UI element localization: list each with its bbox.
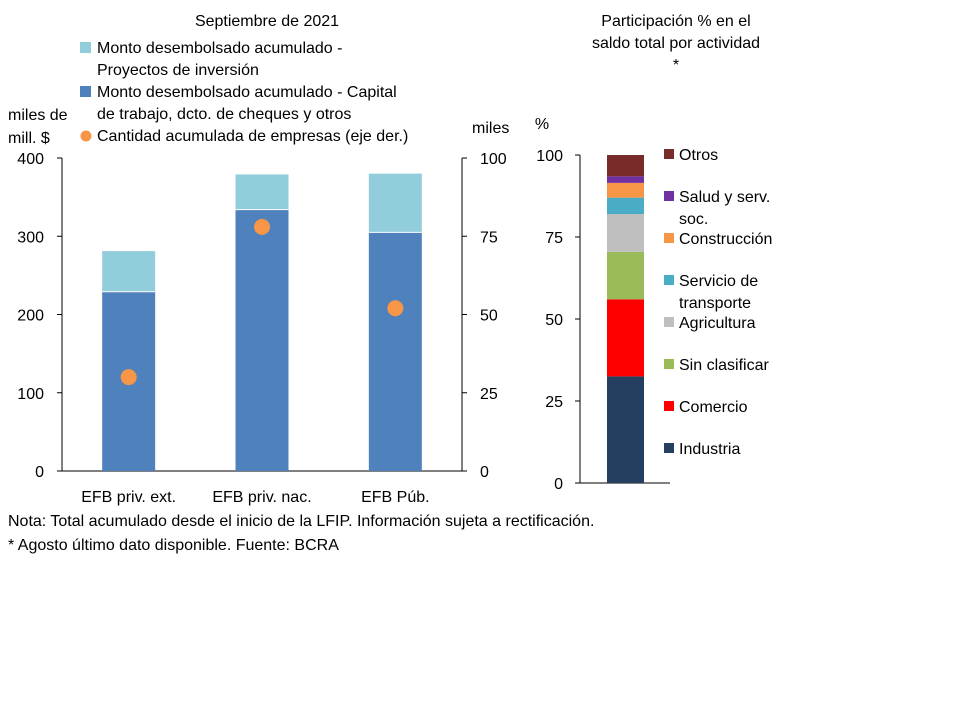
- left-y-tick-label: 100: [17, 386, 44, 403]
- pct-legend-label-3-1: transporte: [679, 295, 751, 312]
- left-y-axis-title-1: mill. $: [8, 130, 50, 147]
- x-tick-label-1: EFB priv. nac.: [212, 489, 311, 506]
- pct-legend-label-3-0: Servicio de: [679, 273, 758, 290]
- legend-label-1-0: Monto desembolsado acumulado - Capital: [97, 84, 397, 101]
- left-y-tick-label: 0: [35, 464, 44, 481]
- pct-legend-marker-7: [664, 443, 674, 453]
- footnote-nota: Nota: Total acumulado desde el inicio de…: [8, 513, 595, 530]
- right-chart-title-1: saldo total por actividad: [592, 35, 760, 52]
- legend-label-0-1: Proyectos de inversión: [97, 62, 259, 79]
- pct-segment-5: [607, 182, 644, 198]
- pct-y-tick-label: 0: [554, 476, 563, 493]
- point-empresas-1: [254, 218, 270, 235]
- legend-label-2-0: Cantidad acumulada de empresas (eje der.…: [97, 128, 408, 145]
- right-y-tick-label: 0: [480, 464, 489, 481]
- footnote-source: * Agosto último dato disponible. Fuente:…: [8, 537, 339, 554]
- bar-inversion-0: [102, 251, 156, 292]
- pct-legend-label-4-0: Agricultura: [679, 315, 756, 332]
- point-empresas-0: [120, 369, 137, 386]
- left-y-tick-label: 300: [17, 229, 44, 246]
- bar-capital-2: [368, 232, 422, 471]
- legend-marker-0: [80, 42, 91, 53]
- pct-legend-label-7-0: Industria: [679, 441, 740, 458]
- right-y-tick-label: 100: [480, 151, 507, 168]
- point-empresas-2: [387, 300, 404, 317]
- bar-inversion-2: [368, 173, 422, 233]
- pct-segment-4: [607, 197, 644, 215]
- pct-y-tick-label: 25: [545, 394, 563, 411]
- pct-y-tick-label: 100: [536, 148, 563, 165]
- pct-legend-label-2-0: Construcción: [679, 231, 772, 248]
- right-y-tick-label: 25: [480, 386, 498, 403]
- pct-legend-marker-2: [664, 233, 674, 243]
- left-y-tick-label: 200: [17, 308, 44, 325]
- pct-legend-marker-1: [664, 191, 674, 201]
- right-chart-title-0: Participación % en el: [601, 13, 750, 30]
- pct-segment-0: [607, 376, 644, 483]
- pct-y-tick-label: 75: [545, 230, 563, 247]
- right-y-axis-title: miles: [472, 120, 509, 137]
- bar-inversion-1: [235, 174, 289, 210]
- x-tick-label-0: EFB priv. ext.: [81, 489, 176, 506]
- left-chart-title: Septiembre de 2021: [195, 13, 339, 30]
- legend-label-1-1: de trabajo, dcto. de cheques y otros: [97, 106, 351, 123]
- pct-segment-7: [607, 155, 644, 177]
- legend-label-0-0: Monto desembolsado acumulado -: [97, 40, 342, 57]
- pct-legend-label-1-0: Salud y serv.: [679, 189, 770, 206]
- pct-legend-label-1-1: soc.: [679, 211, 708, 228]
- pct-legend-marker-6: [664, 401, 674, 411]
- right-y-tick-label: 75: [480, 229, 498, 246]
- right-y-axis-unit: %: [535, 116, 549, 133]
- pct-legend-marker-0: [664, 149, 674, 159]
- pct-legend-label-5-0: Sin clasificar: [679, 357, 769, 374]
- pct-legend-label-0-0: Otros: [679, 147, 718, 164]
- legend-marker-1: [80, 86, 91, 97]
- pct-legend-marker-3: [664, 275, 674, 285]
- left-y-tick-label: 400: [17, 151, 44, 168]
- pct-segment-6: [607, 176, 644, 183]
- legend-marker-2: [80, 130, 92, 142]
- pct-y-tick-label: 50: [545, 312, 563, 329]
- pct-segment-1: [607, 299, 644, 377]
- bar-capital-1: [235, 209, 289, 471]
- right-chart-title-2: *: [673, 57, 679, 74]
- pct-segment-2: [607, 251, 644, 300]
- right-y-tick-label: 50: [480, 308, 498, 325]
- pct-segment-3: [607, 214, 644, 252]
- pct-legend-label-6-0: Comercio: [679, 399, 748, 416]
- pct-legend-marker-4: [664, 317, 674, 327]
- pct-legend-marker-5: [664, 359, 674, 369]
- left-y-axis-title-0: miles de: [8, 107, 68, 124]
- x-tick-label-2: EFB Púb.: [361, 489, 429, 506]
